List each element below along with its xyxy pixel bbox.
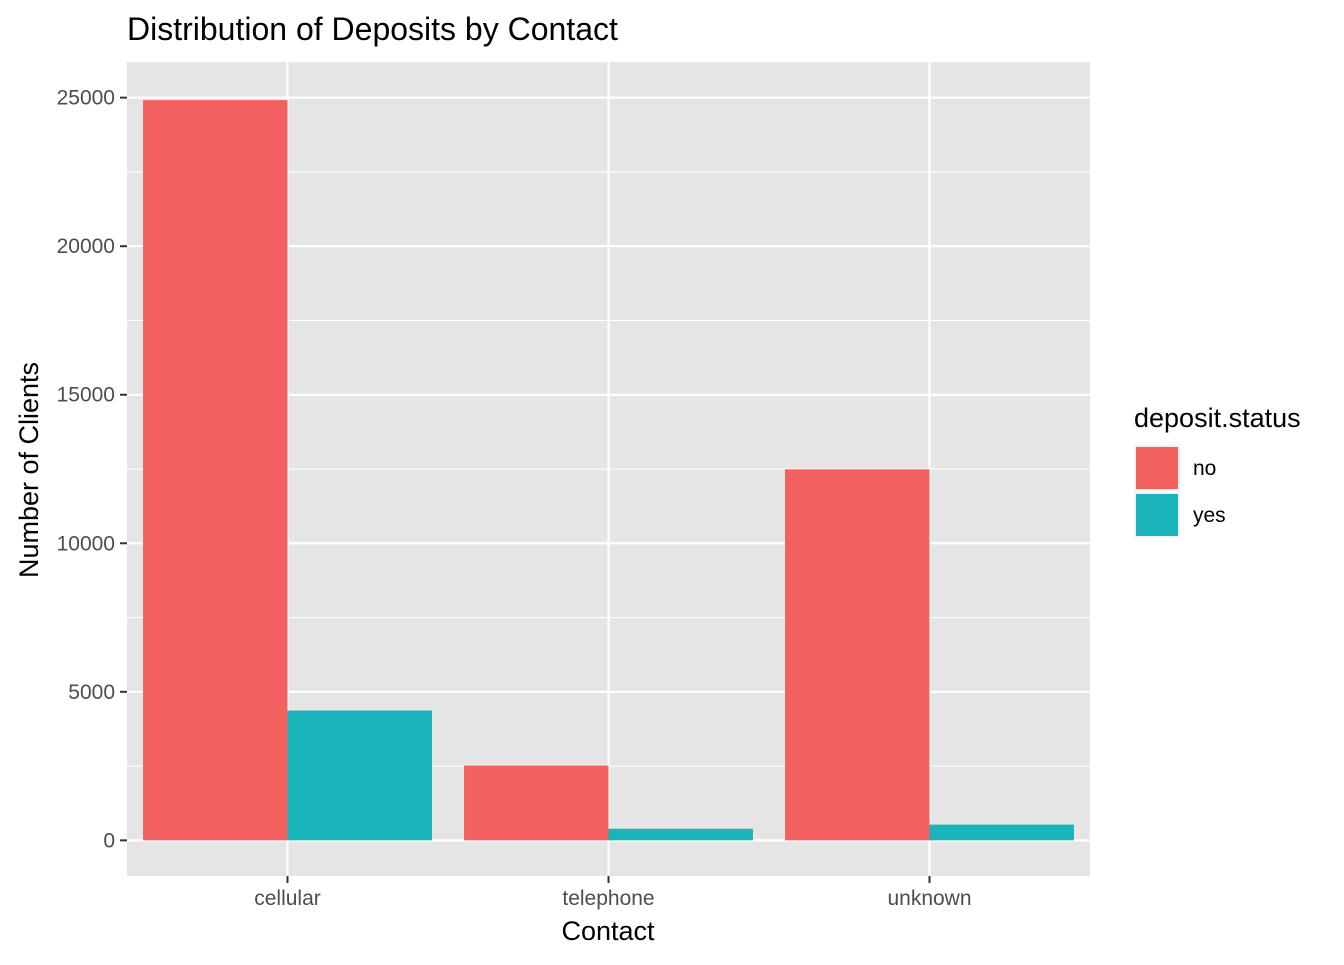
bars <box>143 100 1074 841</box>
bar-unknown-yes <box>929 824 1074 841</box>
bar-cellular-yes <box>287 710 432 841</box>
y-tick-label: 10000 <box>57 532 115 555</box>
legend: deposit.status no yes <box>1134 403 1301 538</box>
legend-key-no <box>1136 447 1178 489</box>
axes: 0 5000 10000 15000 20000 25000 cellular telepho… <box>57 87 972 910</box>
legend-label-no: no <box>1193 457 1216 480</box>
y-tick-label: 0 <box>103 829 115 852</box>
x-tick-label: unknown <box>887 887 971 910</box>
y-tick-label: 20000 <box>57 235 115 258</box>
bar-telephone-yes <box>608 828 753 841</box>
bar-unknown-no <box>785 469 930 841</box>
bar-cellular-no <box>143 100 288 841</box>
x-axis-title: Contact <box>561 916 655 946</box>
chart-title: Distribution of Deposits by Contact <box>127 11 618 47</box>
legend-title: deposit.status <box>1134 403 1301 433</box>
y-tick-label: 25000 <box>57 87 115 110</box>
y-tick-label: 5000 <box>68 681 115 704</box>
y-axis-title: Number of Clients <box>14 362 44 578</box>
legend-label-yes: yes <box>1193 504 1226 527</box>
y-tick-label: 15000 <box>57 384 115 407</box>
bar-telephone-no <box>464 765 609 841</box>
x-tick-label: telephone <box>562 887 654 910</box>
legend-key-yes <box>1136 494 1178 536</box>
x-tick-label: cellular <box>254 887 321 910</box>
